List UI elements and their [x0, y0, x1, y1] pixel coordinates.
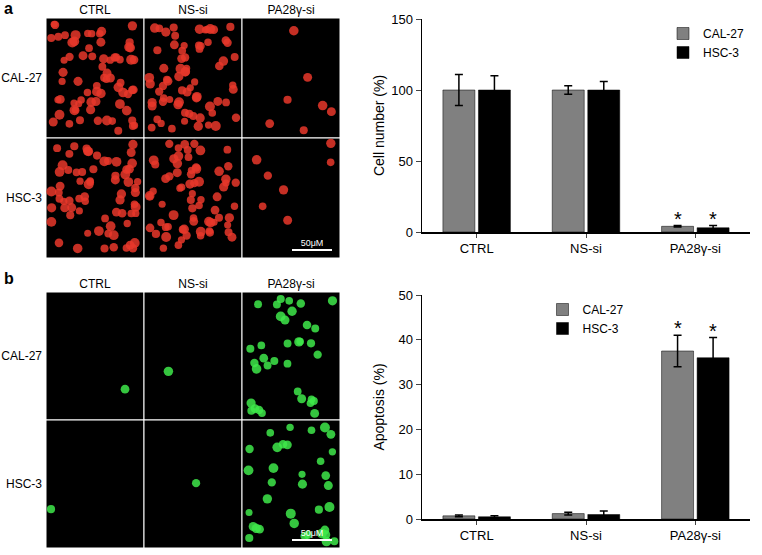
svg-text:CTRL: CTRL: [79, 277, 111, 291]
svg-text:50μM: 50μM: [301, 528, 324, 538]
svg-text:HSC-3: HSC-3: [6, 191, 42, 205]
svg-text:50μM: 50μM: [301, 238, 324, 248]
svg-text:PA28γ-si: PA28γ-si: [267, 3, 314, 17]
svg-text:HSC-3: HSC-3: [703, 46, 739, 60]
svg-text:NS-si: NS-si: [570, 241, 602, 256]
svg-text:PA28γ-si: PA28γ-si: [267, 277, 314, 291]
svg-text:*: *: [674, 317, 682, 339]
svg-text:Cell number (%): Cell number (%): [371, 75, 387, 176]
svg-text:CAL-27: CAL-27: [1, 349, 42, 363]
svg-text:CAL-27: CAL-27: [1, 71, 42, 85]
svg-text:HSC-3: HSC-3: [6, 477, 42, 491]
svg-text:*: *: [709, 320, 717, 342]
svg-text:150: 150: [391, 12, 413, 27]
svg-text:20: 20: [398, 422, 412, 437]
svg-text:50: 50: [398, 288, 412, 303]
svg-text:30: 30: [398, 377, 412, 392]
svg-text:*: *: [709, 208, 717, 230]
svg-text:CAL-27: CAL-27: [703, 27, 744, 41]
svg-text:NS-si: NS-si: [570, 528, 602, 543]
svg-text:10: 10: [398, 467, 412, 482]
svg-text:50: 50: [398, 154, 412, 169]
svg-text:PA28γ-si: PA28γ-si: [670, 241, 721, 256]
svg-text:0: 0: [406, 512, 413, 527]
svg-text:*: *: [674, 208, 682, 230]
svg-text:CTRL: CTRL: [79, 3, 111, 17]
svg-text:HSC-3: HSC-3: [583, 322, 619, 336]
svg-text:PA28γ-si: PA28γ-si: [670, 528, 721, 543]
svg-text:b: b: [4, 270, 14, 287]
svg-text:CAL-27: CAL-27: [583, 303, 624, 317]
svg-text:100: 100: [391, 83, 413, 98]
svg-text:NS-si: NS-si: [178, 3, 207, 17]
svg-text:NS-si: NS-si: [178, 277, 207, 291]
svg-text:a: a: [4, 0, 13, 17]
svg-text:0: 0: [406, 225, 413, 240]
svg-text:CTRL: CTRL: [460, 241, 494, 256]
svg-text:CTRL: CTRL: [460, 528, 494, 543]
svg-text:40: 40: [398, 332, 412, 347]
svg-text:Apoptosis (%): Apoptosis (%): [371, 363, 387, 450]
